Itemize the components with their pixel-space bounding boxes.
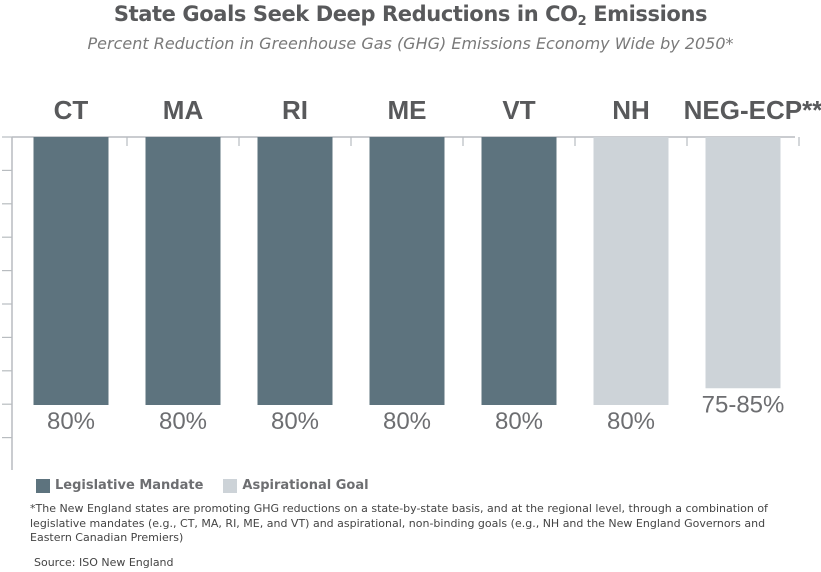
title-main: State Goals Seek Deep Reductions in CO <box>113 2 578 26</box>
value-label: 80% <box>47 408 95 435</box>
chart-subtitle: Percent Reduction in Greenhouse Gas (GHG… <box>87 34 734 53</box>
category-label: VT <box>502 95 535 125</box>
category-label: CT <box>54 95 89 125</box>
title-subscript: 2 <box>577 14 587 29</box>
chart-title: State Goals Seek Deep Reductions in CO2 … <box>0 2 821 29</box>
chart-legend: Legislative Mandate Aspirational Goal <box>36 478 389 493</box>
category-label: ME <box>388 95 427 125</box>
legend-label-aspirational: Aspirational Goal <box>242 478 369 493</box>
footnote: *The New England states are promoting GH… <box>30 502 768 544</box>
value-label: 80% <box>271 408 319 435</box>
legend-swatch-aspirational <box>223 478 238 493</box>
bar-me <box>369 137 445 405</box>
bar-ct <box>33 137 109 405</box>
bar-ma <box>145 137 221 405</box>
legend-item-aspirational: Aspirational Goal <box>223 478 369 493</box>
category-label: NEG-ECP** <box>684 95 821 125</box>
bar-ri <box>257 137 333 405</box>
category-label: NH <box>612 95 650 125</box>
category-label: RI <box>282 95 308 125</box>
value-label: 80% <box>383 408 431 435</box>
title-end: Emissions <box>586 2 708 26</box>
value-label: 80% <box>159 408 207 435</box>
legend-label-mandate: Legislative Mandate <box>55 478 204 493</box>
category-label: MA <box>163 95 204 125</box>
bar-negecp <box>705 137 781 389</box>
value-label: 75-85% <box>702 391 785 418</box>
legend-item-mandate: Legislative Mandate <box>36 478 203 493</box>
bar-vt <box>481 137 557 405</box>
legend-swatch-mandate <box>36 478 50 493</box>
value-label: 80% <box>495 408 543 435</box>
source-note: Source: ISO New England <box>34 556 174 569</box>
bar-chart: CT 80% MA 80% RI 80% ME 80% VT 80% NH 80% NEG-ECP** 7… <box>2 95 821 470</box>
value-label: 80% <box>607 408 655 435</box>
bar-nh <box>593 137 669 405</box>
